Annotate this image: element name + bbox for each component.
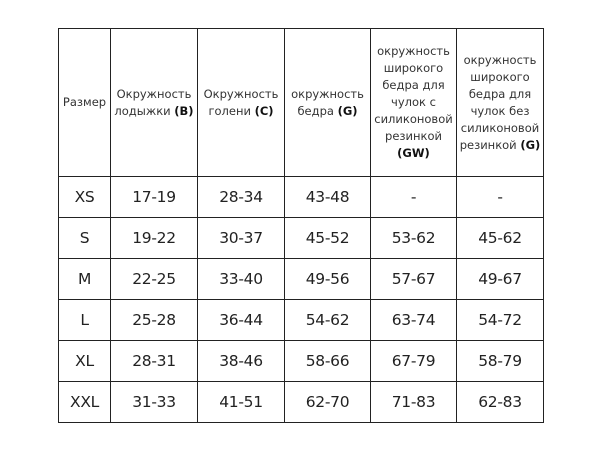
header-label: Окружность лодыжки [114, 86, 192, 118]
cell-wide-thigh-silicone: 57-67 [370, 258, 457, 300]
table-body: XS 17-19 28-34 43-48- - S 19-22 30-37 45-52 53-62… [58, 176, 544, 423]
cell-wide-thigh-silicone: 71-83 [370, 381, 457, 423]
header-label: Окружность голени [203, 86, 279, 118]
cell-thigh: 62-70 [284, 381, 371, 423]
table-row: L 25-28 36-44 54-62 63-74 54-72 [58, 299, 544, 341]
cell-size: XXL [58, 381, 111, 423]
cell-calf: 33-40 [197, 258, 285, 300]
header-label: Размер [62, 95, 107, 109]
header-code: (G) [337, 103, 358, 118]
cell-wide-thigh-no-silicone: - [456, 176, 544, 218]
cell-calf: 41-51 [197, 381, 285, 423]
cell-thigh: 45-52 [284, 217, 371, 259]
header-size: Размер [58, 28, 111, 177]
cell-size: S [58, 217, 111, 259]
table-row: M 22-25 33-40 49-56 57-67 49-67 [58, 258, 544, 300]
cell-wide-thigh-silicone: - [370, 176, 457, 218]
table-row: S 19-22 30-37 45-52 53-62 45-62 [58, 217, 544, 259]
cell-wide-thigh-silicone: 67-79 [370, 340, 457, 382]
cell-thigh: 58-66 [284, 340, 371, 382]
cell-wide-thigh-no-silicone: 45-62 [456, 217, 544, 259]
header-code: (C) [254, 103, 274, 118]
cell-thigh: 54-62 [284, 299, 371, 341]
size-chart-table: Размер Окружность лодыжки (B) Окружность г… [58, 28, 544, 423]
header-calf: Окружность голени (C) [197, 28, 285, 177]
cell-ankle: 22-25 [110, 258, 198, 300]
cell-wide-thigh-no-silicone: 49-67 [456, 258, 544, 300]
cell-calf: 28-34 [197, 176, 285, 218]
header-code: (B) [174, 103, 194, 118]
cell-wide-thigh-silicone: 63-74 [370, 299, 457, 341]
cell-ankle: 17-19 [110, 176, 198, 218]
cell-size: XL [58, 340, 111, 382]
cell-ankle: 31-33 [110, 381, 198, 423]
header-label: окружность широкого бедра для чулок с си… [374, 44, 453, 143]
cell-thigh: 49-56 [284, 258, 371, 300]
cell-size: XS [58, 176, 111, 218]
cell-ankle: 19-22 [110, 217, 198, 259]
header-label: окружность широкого бедра для чулок без … [459, 52, 540, 152]
cell-wide-thigh-no-silicone: 54-72 [456, 299, 544, 341]
cell-calf: 38-46 [197, 340, 285, 382]
table-row: XXL 31-33 41-51 62-70 71-83 62-83 [58, 381, 544, 423]
cell-wide-thigh-silicone: 53-62 [370, 217, 457, 259]
cell-wide-thigh-no-silicone: 62-83 [456, 381, 544, 423]
header-wide-thigh-silicone: окружность широкого бедра для чулок с си… [370, 28, 457, 177]
header-row: Размер Окружность лодыжки (B) Окружность г… [58, 28, 544, 177]
cell-size: L [58, 299, 111, 341]
header-wide-thigh-no-silicone: окружность широкого бедра для чулок без … [456, 28, 544, 177]
cell-size: M [58, 258, 111, 300]
cell-calf: 30-37 [197, 217, 285, 259]
cell-thigh: 43-48 [284, 176, 371, 218]
cell-calf: 36-44 [197, 299, 285, 341]
cell-ankle: 25-28 [110, 299, 198, 341]
header-code: (G) [520, 137, 541, 152]
header-ankle: Окружность лодыжки (B) [110, 28, 198, 177]
table-row: XL 28-31 38-46 58-66 67-79 58-79 [58, 340, 544, 382]
header-thigh: окружность бедра (G) [284, 28, 371, 177]
table-row: XS 17-19 28-34 43-48- - [58, 176, 544, 218]
cell-ankle: 28-31 [110, 340, 198, 382]
cell-wide-thigh-no-silicone: 58-79 [456, 340, 544, 382]
header-code: (GW) [397, 146, 430, 160]
header-label: окружность бедра [291, 86, 364, 118]
